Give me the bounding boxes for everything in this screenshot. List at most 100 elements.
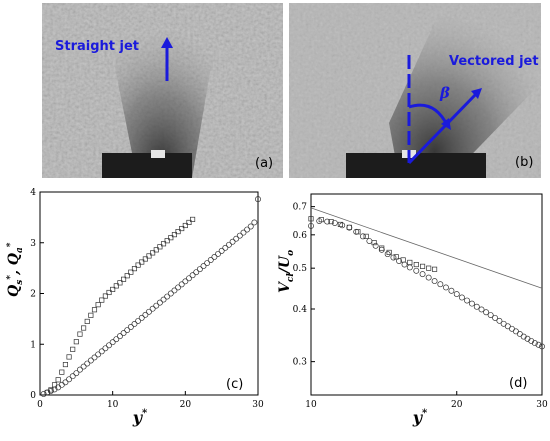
data-point-square xyxy=(77,331,83,337)
data-point-circle xyxy=(353,228,360,235)
panel-label-c: (c) xyxy=(226,377,243,392)
data-point-circle xyxy=(516,331,523,337)
data-point-square xyxy=(337,221,343,228)
data-point-circle xyxy=(225,241,232,248)
data-point-square xyxy=(70,346,76,352)
data-point-circle xyxy=(448,287,455,294)
data-point-circle xyxy=(178,281,185,288)
data-point-square xyxy=(175,229,181,235)
data-point-square xyxy=(160,241,167,247)
photo-vectored-jet: Vectored jet β (b) xyxy=(289,3,541,178)
data-point-square xyxy=(139,259,145,265)
data-point-circle xyxy=(196,266,203,273)
data-point-square xyxy=(121,276,127,282)
x-tick-label: 30 xyxy=(252,400,264,410)
data-point-square xyxy=(124,273,130,279)
data-point-square xyxy=(400,257,406,263)
data-point-circle xyxy=(431,278,438,285)
data-point-circle xyxy=(215,250,221,257)
straight-jet-label: Straight jet xyxy=(55,39,139,54)
x-tick-label: 10 xyxy=(305,400,317,410)
data-point-circle xyxy=(464,297,470,304)
data-point-circle xyxy=(149,305,156,312)
panel-label-b: (b) xyxy=(515,155,533,170)
data-point-circle xyxy=(469,300,475,307)
data-point-circle xyxy=(175,284,182,291)
chart-d-ylabel: Vcl/Uo xyxy=(277,250,296,293)
data-point-square xyxy=(84,318,90,324)
data-point-circle xyxy=(324,218,331,225)
data-point-square xyxy=(131,266,138,272)
data-point-circle xyxy=(58,381,65,388)
data-point-circle xyxy=(425,274,432,281)
x-tick-label: 10 xyxy=(107,400,119,410)
y-tick-label: 0.6 xyxy=(293,231,308,241)
data-point-square xyxy=(413,262,419,268)
data-point-circle xyxy=(308,222,314,229)
panel-label-a: (a) xyxy=(255,156,273,171)
data-point-circle xyxy=(186,275,192,282)
data-point-circle xyxy=(69,373,76,380)
data-point-circle xyxy=(255,196,261,203)
data-point-square xyxy=(106,289,112,296)
data-point-square xyxy=(95,302,101,308)
data-point-circle xyxy=(95,351,102,358)
data-point-square xyxy=(153,247,159,253)
data-point-square xyxy=(371,240,377,246)
data-point-circle xyxy=(207,257,214,263)
y-tick-label: 3 xyxy=(30,239,36,249)
data-point-circle xyxy=(496,317,503,324)
data-point-circle xyxy=(437,281,444,288)
data-point-circle xyxy=(339,222,346,229)
reference-line xyxy=(310,207,543,289)
data-point-circle xyxy=(390,254,397,261)
data-point-circle xyxy=(87,357,94,364)
data-point-square xyxy=(113,283,119,289)
data-point-circle xyxy=(80,363,87,370)
data-point-circle xyxy=(458,294,465,301)
data-point-circle xyxy=(44,389,51,396)
data-point-square xyxy=(186,219,192,226)
data-point-circle xyxy=(200,263,207,270)
data-point-circle xyxy=(531,340,538,347)
data-point-circle xyxy=(109,339,116,346)
data-point-circle xyxy=(247,223,254,230)
data-point-circle xyxy=(359,233,366,240)
jet-plume xyxy=(102,3,222,178)
data-point-square xyxy=(164,238,170,244)
data-point-square xyxy=(346,224,352,230)
data-point-circle xyxy=(146,308,152,315)
data-point-circle xyxy=(384,251,391,258)
data-point-circle xyxy=(419,271,426,278)
data-point-square xyxy=(62,362,68,368)
data-point-square xyxy=(110,286,116,292)
chart-d-frame xyxy=(310,193,543,396)
y-tick-label: 0.7 xyxy=(293,203,308,213)
data-point-circle xyxy=(113,336,120,343)
data-point-circle xyxy=(453,291,460,298)
data-point-circle xyxy=(142,311,149,318)
data-point-circle xyxy=(164,293,171,300)
x-tick-label: 20 xyxy=(180,400,192,410)
data-point-square xyxy=(308,216,314,222)
data-point-square xyxy=(179,225,185,232)
data-point-circle xyxy=(413,267,420,274)
y-tick-label: 0.3 xyxy=(293,358,308,368)
x-tick-label: 20 xyxy=(451,400,463,410)
y-tick-label: 0 xyxy=(30,391,36,401)
data-point-square xyxy=(171,232,177,238)
data-point-square xyxy=(81,325,87,331)
data-point-circle xyxy=(189,272,196,279)
data-point-square xyxy=(146,253,152,259)
data-point-square xyxy=(55,377,61,383)
data-point-circle xyxy=(240,229,247,236)
data-point-circle xyxy=(84,360,91,367)
x-tick-label: 30 xyxy=(536,400,548,410)
data-point-circle xyxy=(182,278,189,285)
data-point-circle xyxy=(167,290,174,297)
data-point-circle xyxy=(478,306,485,313)
data-point-square xyxy=(328,219,334,225)
data-point-circle xyxy=(47,387,54,394)
data-point-square xyxy=(142,256,148,262)
chart-d: 10 20 30 0.3 0.4 0.5 0.6 0.7 Vcl/Uo y* (d) xyxy=(277,193,548,427)
